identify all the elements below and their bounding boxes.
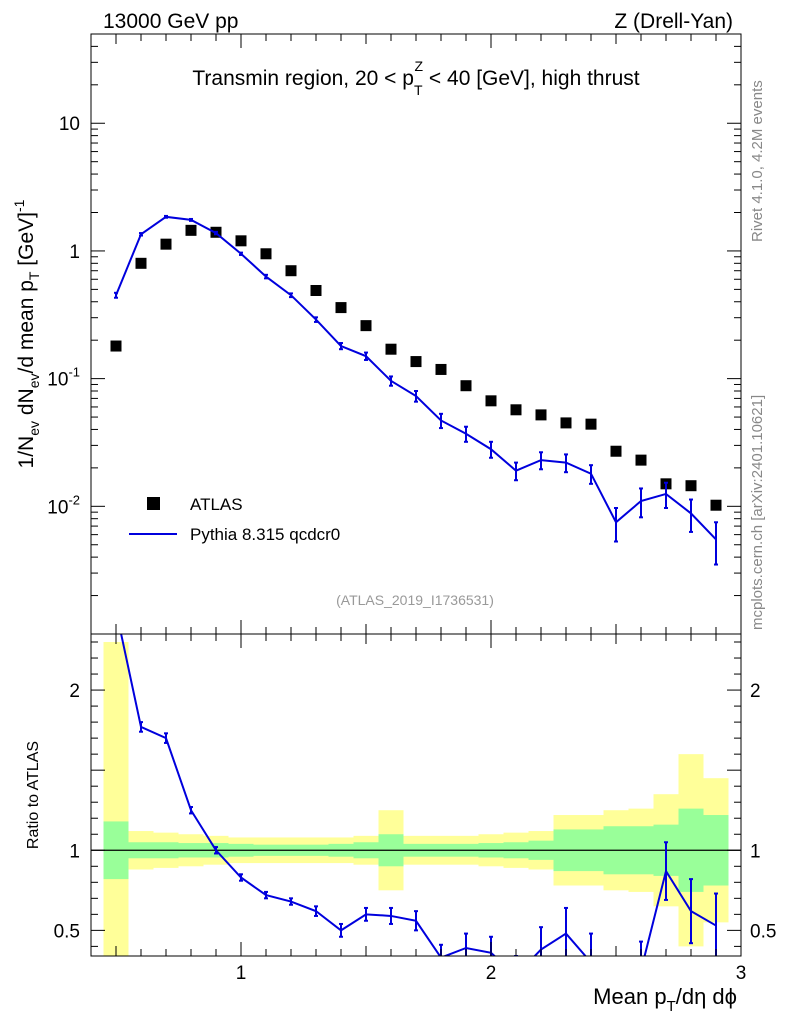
ylabel-p3: /d mean p	[15, 280, 38, 373]
legend: ATLAS Pythia 8.315 qcdcr0	[129, 495, 340, 544]
main-ylabel: 1/Nev dNev/d mean pT [GeV]-1	[11, 199, 42, 468]
ratio-series	[120, 634, 718, 956]
xlabel-sub: T	[667, 998, 676, 1015]
ratio-x-tick-label: 3	[736, 963, 747, 984]
watermark: (ATLAS_2019_I1736531)	[336, 592, 494, 608]
atlas-point	[635, 454, 647, 466]
legend-atlas-marker	[147, 497, 160, 510]
ratio-panel: 0.5 0.5 1 1 2 2 1 2 3 Ratio to ATLAS Mean pT/dη …	[25, 633, 776, 1015]
ratio-y-tick-label-right: 2	[750, 681, 761, 702]
atlas-point	[285, 265, 297, 277]
ratio-frame	[90, 633, 742, 957]
atlas-point	[385, 343, 397, 355]
main-y-tick-label: 10	[59, 114, 80, 135]
ratio-y-tick-label: 0.5	[54, 921, 80, 942]
main-frame	[90, 33, 742, 635]
atlas-point	[685, 480, 697, 492]
atlas-point	[310, 284, 322, 296]
main-y-tick-label: 1	[69, 242, 80, 263]
ratio-y-tick-label-right: 1	[750, 841, 761, 862]
atlas-point	[260, 248, 272, 260]
ratio-ylabel: Ratio to ATLAS	[25, 741, 42, 849]
ylabel-s2: ev	[26, 373, 42, 388]
band-outer	[103, 642, 129, 956]
atlas-point	[435, 363, 447, 375]
atlas-point	[110, 340, 122, 352]
ratio-xlabel: Mean pT/dη dϕ	[593, 984, 737, 1015]
ratio-y-tick-label-right: 0.5	[750, 921, 776, 942]
ratio-x-tick-label: 1	[236, 963, 247, 984]
ratio-mc-line	[120, 634, 717, 956]
side-mcplots: mcplots.cern.ch [arXiv:2401.10621]	[749, 395, 766, 630]
legend-atlas-label: ATLAS	[190, 495, 243, 514]
main-title-a: Transmin region, 20 < p	[192, 67, 414, 90]
ylabel-s3: T	[26, 271, 42, 280]
atlas-point	[335, 302, 347, 314]
side-rivet: Rivet 4.1.0, 4.2M events	[749, 80, 766, 242]
main-title-b: < 40 [GeV], high thrust	[423, 67, 640, 90]
atlas-point	[135, 257, 147, 269]
atlas-point	[410, 356, 422, 368]
atlas-point	[585, 418, 597, 430]
ylabel-p1: 1/N	[15, 436, 38, 469]
header-left: 13000 GeV pp	[103, 10, 238, 33]
atlas-point	[535, 409, 547, 421]
xlabel-b: /dη dϕ	[676, 984, 737, 1009]
atlas-point	[460, 380, 472, 392]
ratio-y-tick-label: 2	[69, 681, 80, 702]
atlas-point	[485, 395, 497, 407]
ylabel-s1: ev	[26, 421, 42, 436]
main-y-tick-label: 10-1	[47, 365, 80, 391]
legend-mc-label: Pythia 8.315 qcdcr0	[190, 525, 340, 544]
main-title-sup: Z	[415, 58, 424, 74]
ylabel-p4: [GeV]	[15, 212, 38, 272]
atlas-point	[360, 320, 372, 332]
main-y-tick-label: 10-2	[47, 492, 80, 518]
ratio-x-tick-label: 2	[486, 963, 497, 984]
main-title: Transmin region, 20 < pTZ < 40 [GeV], hi…	[192, 58, 639, 98]
atlas-point	[560, 417, 572, 429]
ratio-y-tick-label: 1	[69, 841, 80, 862]
atlas-point	[510, 404, 522, 416]
atlas-point	[710, 499, 722, 511]
main-title-sub: T	[414, 82, 423, 98]
atlas-point	[160, 238, 172, 250]
ylabel-p2: dN	[15, 388, 38, 421]
atlas-point	[610, 445, 622, 457]
ylabel-sup: -1	[11, 199, 27, 212]
atlas-point	[185, 224, 197, 236]
xlabel-a: Mean p	[593, 984, 666, 1009]
atlas-point	[235, 235, 247, 247]
mc-line	[115, 215, 717, 541]
header-right: Z (Drell-Yan)	[614, 10, 733, 33]
